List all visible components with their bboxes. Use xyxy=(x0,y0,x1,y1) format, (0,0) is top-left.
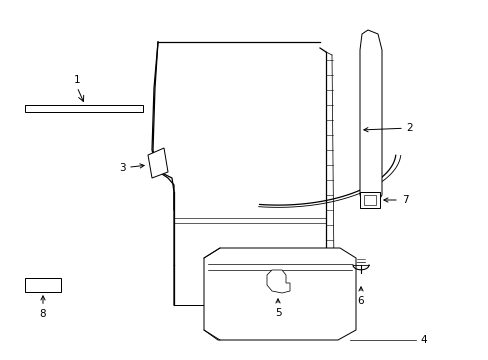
Bar xyxy=(359,192,379,208)
Text: 6: 6 xyxy=(357,287,364,306)
Polygon shape xyxy=(148,148,168,178)
Text: 8: 8 xyxy=(40,296,46,319)
Polygon shape xyxy=(266,270,289,293)
Text: 2: 2 xyxy=(363,123,412,133)
Text: 7: 7 xyxy=(383,195,407,205)
Text: 4: 4 xyxy=(419,335,426,345)
Text: 3: 3 xyxy=(119,163,144,173)
Bar xyxy=(25,278,61,292)
Bar xyxy=(363,195,375,205)
Polygon shape xyxy=(203,248,355,340)
Text: 1: 1 xyxy=(74,75,80,85)
Text: 5: 5 xyxy=(274,299,281,318)
Polygon shape xyxy=(359,30,381,205)
Bar xyxy=(25,105,142,112)
